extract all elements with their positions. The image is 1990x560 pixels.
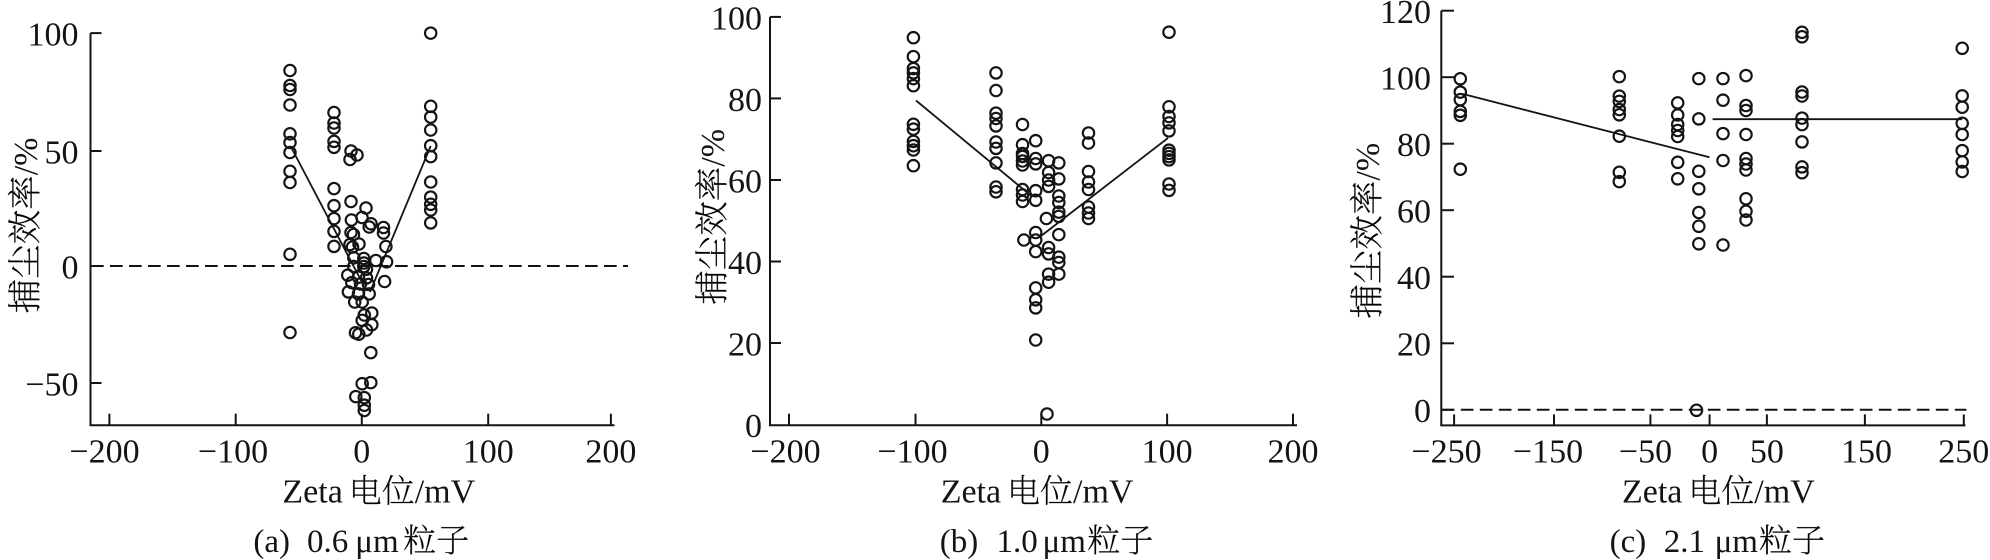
svg-text:Zeta: Zeta — [1622, 474, 1682, 511]
svg-text:80: 80 — [728, 82, 762, 119]
svg-text:0: 0 — [1414, 393, 1431, 430]
svg-text:60: 60 — [1397, 194, 1431, 231]
svg-text:200: 200 — [1268, 434, 1319, 471]
svg-text:−200: −200 — [69, 434, 139, 471]
svg-text:250: 250 — [1938, 434, 1989, 471]
svg-text:50: 50 — [45, 134, 79, 171]
svg-text:100: 100 — [28, 17, 79, 54]
svg-text:200: 200 — [585, 434, 636, 471]
svg-text:μm: μm — [1715, 524, 1759, 560]
svg-text:(b): (b) — [940, 524, 978, 560]
svg-text:−50: −50 — [1619, 434, 1672, 471]
svg-text:−150: −150 — [1513, 434, 1583, 471]
svg-text:0.6: 0.6 — [307, 524, 348, 560]
svg-text:/mV: /mV — [415, 474, 476, 511]
svg-text:100: 100 — [1142, 434, 1193, 471]
svg-text:1.0: 1.0 — [997, 524, 1038, 560]
svg-text:−200: −200 — [750, 434, 820, 471]
svg-text:/mV: /mV — [1754, 474, 1815, 511]
svg-text:20: 20 — [728, 326, 762, 363]
svg-text:μm: μm — [1043, 524, 1087, 560]
svg-text:120: 120 — [1380, 0, 1431, 31]
svg-text:20: 20 — [1397, 327, 1431, 364]
svg-text:2.1: 2.1 — [1664, 524, 1705, 560]
svg-text:50: 50 — [1750, 434, 1784, 471]
svg-text:−100: −100 — [198, 434, 268, 471]
svg-text:/%: /% — [1350, 143, 1387, 181]
svg-text:0: 0 — [1701, 434, 1718, 471]
svg-text:/mV: /mV — [1073, 474, 1134, 511]
svg-text:100: 100 — [463, 434, 514, 471]
svg-text:60: 60 — [728, 163, 762, 200]
svg-text:(c): (c) — [1610, 524, 1647, 560]
svg-text:80: 80 — [1397, 127, 1431, 164]
svg-text:100: 100 — [1380, 61, 1431, 98]
svg-text:0: 0 — [1033, 434, 1050, 471]
svg-text:40: 40 — [1397, 260, 1431, 297]
svg-text:−50: −50 — [25, 366, 78, 403]
svg-text:/%: /% — [8, 138, 45, 176]
svg-text:Zeta: Zeta — [282, 474, 342, 511]
svg-text:Zeta: Zeta — [941, 474, 1001, 511]
svg-text:0: 0 — [353, 434, 370, 471]
svg-text:40: 40 — [728, 245, 762, 282]
svg-text:−250: −250 — [1411, 434, 1481, 471]
svg-text:−100: −100 — [877, 434, 947, 471]
svg-text:100: 100 — [711, 0, 762, 37]
svg-text:/%: /% — [695, 129, 732, 167]
svg-text:0: 0 — [745, 408, 762, 445]
svg-text:μm: μm — [355, 524, 399, 560]
svg-text:(a): (a) — [253, 524, 290, 560]
svg-text:150: 150 — [1841, 434, 1892, 471]
svg-text:0: 0 — [62, 249, 79, 286]
